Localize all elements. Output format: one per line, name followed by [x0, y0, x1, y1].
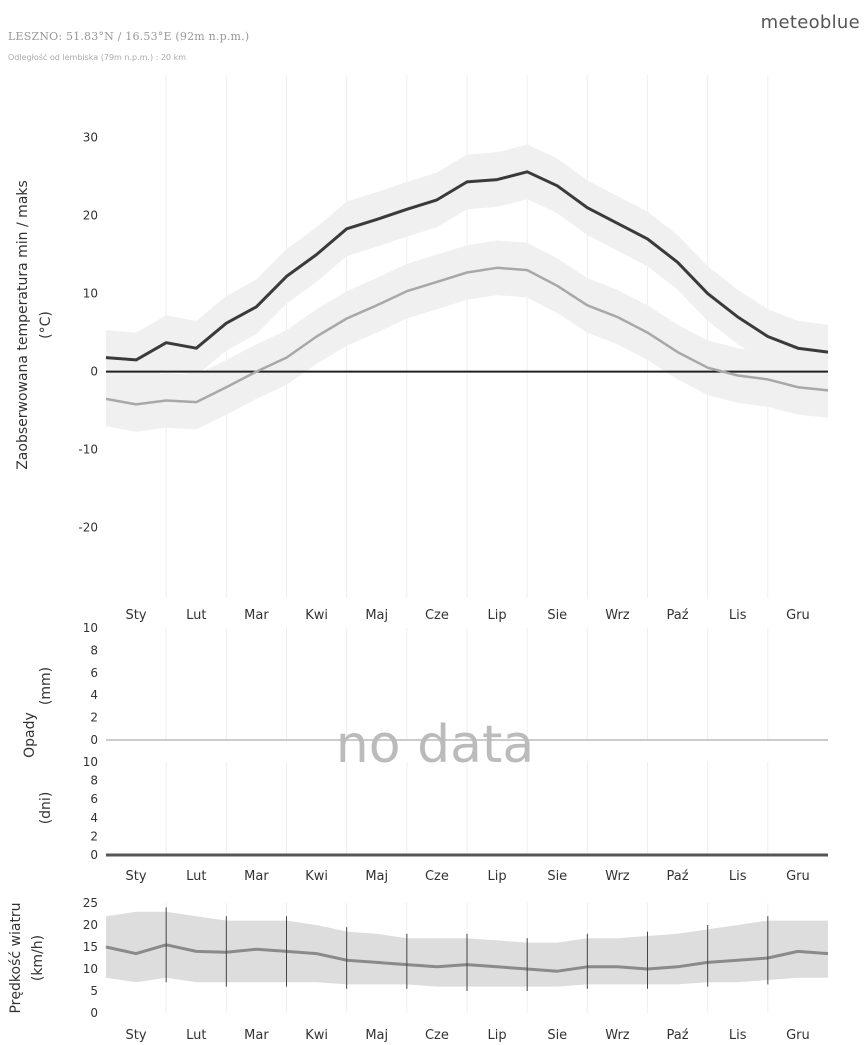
wind-y-tick: 20 — [83, 918, 98, 932]
wind-x-tick: Wrz — [605, 1028, 630, 1043]
temperature-x-tick: Kwi — [305, 608, 328, 623]
precip-days-y-tick: 2 — [90, 829, 98, 843]
temperature-x-tick: Wrz — [605, 608, 630, 623]
precip-days-y-tick: 8 — [90, 774, 98, 788]
station-title: LESZNO: 51.83°N / 16.53°E (92m n.p.m.) — [8, 30, 250, 43]
wind-y-tick: 10 — [83, 962, 98, 976]
precip-days-x-tick: Gru — [786, 869, 810, 884]
precip-days-x-tick: Sty — [126, 869, 147, 884]
precip-days-x-tick: Paź — [667, 869, 689, 884]
wind-ylabel: Prędkość wiatru — [8, 902, 24, 1013]
temperature-x-tick: Lut — [186, 608, 206, 623]
wind-x-tick: Lip — [488, 1028, 507, 1043]
temperature-y-tick: 20 — [83, 209, 98, 223]
temperature-ylabel-unit: (°C) — [38, 311, 54, 339]
precip-days-x-tick: Cze — [425, 869, 449, 884]
temperature-x-tick: Sty — [126, 608, 147, 623]
wind-y-tick: 5 — [90, 984, 98, 998]
precip-mm-y-tick: 8 — [90, 643, 98, 657]
temperature-x-tick: Paź — [667, 608, 689, 623]
temperature-ylabel: Zaobserwowana temperatura min / maks — [15, 180, 31, 470]
wind-x-tick: Lis — [729, 1028, 747, 1043]
wind-x-tick: Sie — [547, 1028, 567, 1043]
wind-ylabel-unit: (km/h) — [30, 935, 46, 981]
precip-days-y-tick: 10 — [83, 755, 98, 769]
temperature-x-tick: Maj — [365, 608, 388, 623]
precip-days-x-tick: Mar — [244, 869, 269, 884]
precip-days-x-tick: Lut — [186, 869, 206, 884]
temperature-x-tick: Mar — [244, 608, 269, 623]
temperature-y-tick: 30 — [83, 130, 98, 144]
wind-x-tick: Sty — [126, 1028, 147, 1043]
wind-x-tick: Paź — [667, 1028, 689, 1043]
wind-y-tick: 25 — [83, 896, 98, 910]
precip-mm-y-tick: 10 — [83, 621, 98, 635]
precip-mm-ylabel-unit: (mm) — [38, 667, 54, 705]
precip-mm-y-tick: 2 — [90, 711, 98, 725]
temperature-x-tick: Sie — [547, 608, 567, 623]
precip-days-x-tick: Kwi — [305, 869, 328, 884]
precip-days-ylabel: (dni) — [38, 792, 54, 825]
precip-days-x-tick: Lip — [488, 869, 507, 884]
precip-mm-y-tick: 0 — [90, 733, 98, 747]
precip-days-x-tick: Sie — [547, 869, 567, 884]
temperature-x-tick: Lis — [729, 608, 747, 623]
temperature-band-1 — [106, 240, 828, 432]
temperature-y-tick: 0 — [90, 365, 98, 379]
precip-mm-y-tick: 6 — [90, 666, 98, 680]
temperature-y-tick: -20 — [78, 521, 98, 535]
wind-y-tick: 0 — [90, 1006, 98, 1020]
temperature-band-0 — [106, 144, 828, 388]
temperature-x-tick: Lip — [488, 608, 507, 623]
precip-days-x-tick: Wrz — [605, 869, 630, 884]
precip-days-y-tick: 6 — [90, 792, 98, 806]
precip-days-x-tick: Maj — [365, 869, 388, 884]
station-distance: Odległość od lembiska (79m n.p.m.) : 20 … — [8, 53, 186, 62]
precip-days-y-tick: 0 — [90, 848, 98, 862]
precip-days-x-tick: Lis — [729, 869, 747, 884]
precip-days-y-tick: 4 — [90, 811, 98, 825]
precip-ylabel: Opady — [22, 712, 38, 758]
wind-x-tick: Lut — [186, 1028, 206, 1043]
wind-y-tick: 15 — [83, 940, 98, 954]
temperature-y-tick: -10 — [78, 443, 98, 457]
temperature-x-tick: Gru — [786, 608, 810, 623]
wind-x-tick: Cze — [425, 1028, 449, 1043]
temperature-series-1 — [105, 266, 829, 406]
wind-x-tick: Mar — [244, 1028, 269, 1043]
temperature-y-tick: 10 — [83, 287, 98, 301]
wind-x-tick: Gru — [786, 1028, 810, 1043]
wind-x-tick: Maj — [365, 1028, 388, 1043]
brand-logo: meteoblue — [760, 12, 860, 33]
temperature-x-tick: Cze — [425, 608, 449, 623]
wind-x-tick: Kwi — [305, 1028, 328, 1043]
no-data-label: no data — [336, 715, 534, 775]
precip-mm-y-tick: 4 — [90, 688, 98, 702]
temperature-series-0 — [105, 170, 829, 362]
